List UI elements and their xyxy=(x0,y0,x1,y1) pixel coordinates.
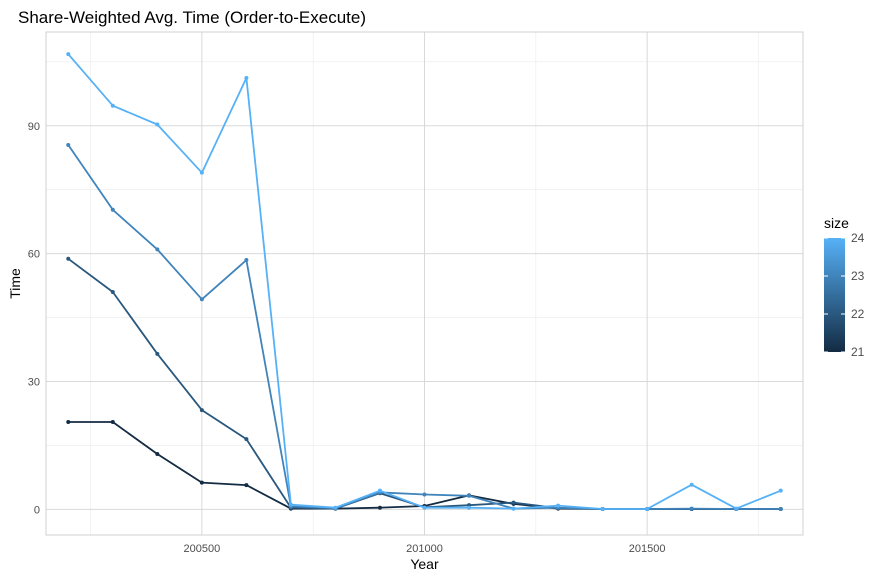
data-point xyxy=(467,493,472,498)
legend-tick-label: 24 xyxy=(851,231,865,245)
legend-colorbar xyxy=(824,238,845,352)
x-tick-label: 200500 xyxy=(183,543,220,555)
data-point xyxy=(199,408,204,413)
data-point xyxy=(377,488,382,493)
legend-tick-label: 22 xyxy=(851,307,865,321)
x-axis-title: Year xyxy=(410,556,439,572)
data-point xyxy=(155,122,160,127)
data-point xyxy=(66,256,71,261)
data-point xyxy=(377,505,382,510)
data-point xyxy=(288,502,293,507)
x-tick-label: 201000 xyxy=(406,543,443,555)
data-point xyxy=(556,503,561,508)
data-point xyxy=(244,76,249,81)
data-point xyxy=(110,290,115,295)
legend-title: size xyxy=(824,215,849,231)
data-point xyxy=(511,500,516,505)
data-point xyxy=(244,483,249,488)
legend-tick-label: 23 xyxy=(851,269,865,283)
axis-ticks: 200500 201000 201500 0 30 60 90 xyxy=(28,121,666,555)
data-point xyxy=(244,437,249,442)
data-point xyxy=(110,207,115,212)
data-point xyxy=(110,103,115,108)
chart-title: Share-Weighted Avg. Time (Order-to-Execu… xyxy=(18,8,366,27)
data-point xyxy=(199,170,204,175)
x-tick-label: 201500 xyxy=(629,543,666,555)
data-point xyxy=(66,420,71,425)
data-point xyxy=(734,506,739,511)
data-point xyxy=(244,258,249,263)
data-point xyxy=(600,506,605,511)
data-point xyxy=(467,505,472,510)
data-point xyxy=(155,247,160,252)
data-point xyxy=(110,420,115,425)
data-point xyxy=(645,506,650,511)
data-point xyxy=(199,480,204,485)
data-point xyxy=(422,492,427,497)
data-point xyxy=(199,297,204,302)
legend-tick-label: 21 xyxy=(851,345,865,359)
data-point xyxy=(66,142,71,147)
y-axis-title: Time xyxy=(7,268,23,299)
data-point xyxy=(333,505,338,510)
data-point xyxy=(511,506,516,511)
y-tick-label: 30 xyxy=(28,377,40,389)
grid xyxy=(46,32,803,535)
data-point xyxy=(155,351,160,356)
legend: size 21 22 23 24 xyxy=(824,215,865,359)
series-lines xyxy=(66,52,783,511)
data-point xyxy=(778,488,783,493)
data-point xyxy=(422,505,427,510)
plot-panel xyxy=(45,31,804,536)
data-point xyxy=(66,52,71,57)
data-point xyxy=(778,506,783,511)
y-tick-label: 0 xyxy=(34,504,40,516)
data-point xyxy=(155,452,160,457)
data-point xyxy=(689,506,694,511)
data-point xyxy=(689,482,694,487)
y-tick-label: 90 xyxy=(28,121,40,133)
y-tick-label: 60 xyxy=(28,249,40,261)
